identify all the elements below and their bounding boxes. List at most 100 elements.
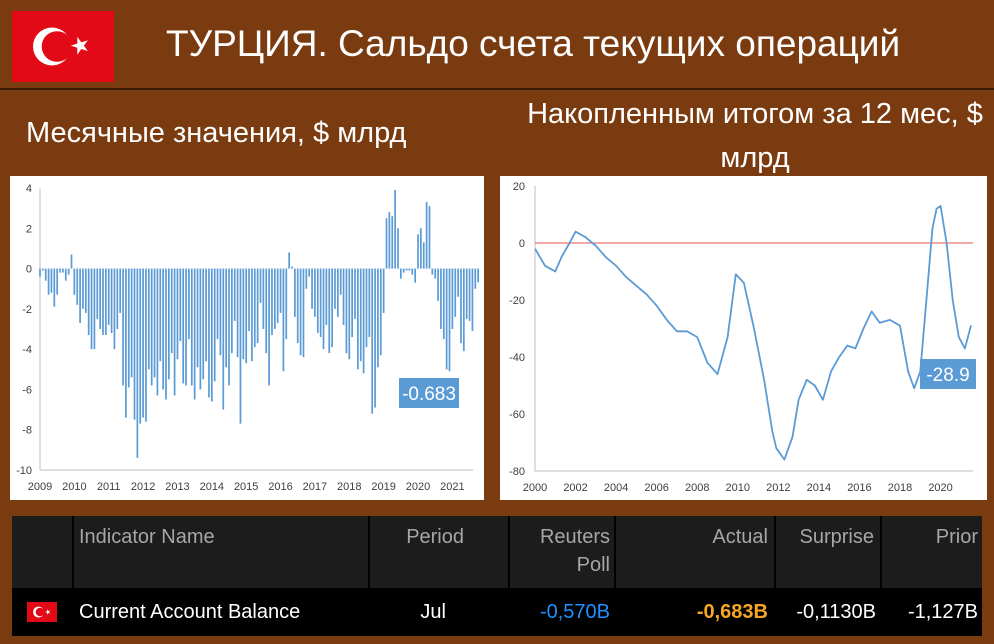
row-indicator-name[interactable]: Current Account Balance: [79, 601, 301, 623]
x-tick-label: 2000: [523, 482, 547, 494]
header-actual[interactable]: Actual: [712, 526, 768, 548]
y-tick-label: -20: [509, 295, 525, 307]
row-period: Jul: [420, 601, 446, 623]
right-chart-subtitle: Накопленным итогом за 12 мес, $ млрд: [527, 98, 983, 174]
bar: [142, 268, 144, 418]
bar: [139, 268, 142, 424]
bar: [67, 268, 70, 275]
monthly-bar-chart-svg: 4 2 0 -2 -4 -6 -8 -10 2009 2010 2011 2012 2013 2014 20…: [16, 183, 480, 493]
bar: [96, 268, 99, 319]
page-title: ТУРЦИЯ. Сальдо счета текущих операций: [166, 23, 901, 64]
bar: [153, 268, 156, 378]
y-tick-label: 20: [513, 181, 525, 193]
bar: [471, 268, 474, 332]
bar: [434, 268, 437, 279]
callout-box: [920, 359, 976, 389]
callout-label: -0.683: [402, 384, 456, 405]
bar: [357, 268, 359, 370]
bar: [228, 268, 230, 386]
bar: [394, 190, 396, 269]
bar: [259, 268, 262, 303]
bar: [385, 218, 388, 269]
bar: [279, 268, 282, 313]
callout-box: [399, 378, 459, 408]
header-surprise[interactable]: Surprise: [799, 526, 874, 548]
x-tick-label: 2004: [604, 482, 628, 494]
bar: [113, 268, 116, 350]
bar: [276, 268, 279, 323]
bar: [451, 268, 454, 329]
bar: [262, 268, 265, 329]
bar: [213, 268, 216, 382]
x-tick-label: 2019: [371, 481, 395, 493]
bar: [159, 268, 162, 362]
y-tick-label: 2: [26, 223, 32, 235]
table-header-cell: [882, 516, 982, 588]
bar: [457, 268, 459, 297]
bar: [477, 268, 480, 283]
bar: [188, 268, 190, 340]
bar: [231, 268, 233, 354]
bar: [136, 268, 139, 458]
bar: [199, 268, 202, 390]
header-prior[interactable]: Prior: [935, 526, 978, 548]
bar: [271, 268, 273, 336]
table-header-cell: [74, 516, 368, 588]
x-tick-label: 2002: [563, 482, 587, 494]
bar: [193, 268, 196, 400]
bar: [359, 268, 362, 362]
bar: [253, 268, 256, 348]
bar: [354, 268, 356, 319]
bar: [73, 268, 76, 295]
bar: [127, 268, 130, 388]
bar: [70, 254, 73, 269]
bar: [273, 268, 276, 329]
x-tick-label: 2013: [165, 481, 189, 493]
x-tick-label: 2017: [303, 481, 327, 493]
bar: [420, 228, 422, 269]
bar: [411, 268, 414, 275]
bar: [379, 268, 382, 356]
x-tick-label: 2011: [97, 481, 121, 493]
bar: [173, 268, 176, 396]
bar: [377, 268, 379, 368]
bar: [130, 268, 133, 378]
header-indicator-name[interactable]: Indicator Name: [79, 526, 215, 548]
y-tick-label: -60: [509, 409, 525, 421]
header-divider: [0, 88, 994, 90]
indicator-table: Indicator Name Period Reuters Poll Actua…: [12, 516, 982, 636]
bar: [236, 268, 239, 358]
bar: [291, 266, 293, 269]
bar: [42, 268, 44, 271]
table-row[interactable]: [12, 592, 982, 636]
bar: [474, 268, 477, 289]
bar: [334, 268, 336, 309]
bar: [119, 268, 122, 313]
cumulative-line-chart-svg: 20 0 -20 -40 -60 -80 2000 2002 2004 2006 2008 2010 2…: [509, 181, 976, 494]
bar: [311, 268, 313, 309]
bar: [245, 268, 248, 364]
bar: [219, 268, 222, 356]
bar: [342, 268, 345, 325]
bar: [351, 268, 354, 338]
x-tick-label: 2020: [928, 482, 952, 494]
header-reuters-poll[interactable]: Reuters Poll: [539, 526, 610, 576]
table-header-cell: [370, 516, 508, 588]
bar: [99, 268, 101, 329]
x-tick-label: 2018: [888, 482, 912, 494]
bar: [239, 268, 242, 424]
y-tick-label: -6: [22, 384, 32, 396]
bar: [242, 268, 245, 360]
bar: [339, 268, 342, 295]
bar: [190, 268, 193, 386]
x-tick-label: 2015: [234, 481, 258, 493]
header-period[interactable]: Period: [406, 526, 464, 548]
y-tick-label: 4: [26, 183, 32, 195]
bar: [208, 268, 210, 398]
callout-label: -28.9: [926, 365, 969, 386]
y-tick-label: -40: [509, 352, 525, 364]
bar: [296, 268, 299, 344]
bar: [468, 268, 471, 321]
bar: [319, 268, 322, 338]
bar: [233, 268, 236, 321]
